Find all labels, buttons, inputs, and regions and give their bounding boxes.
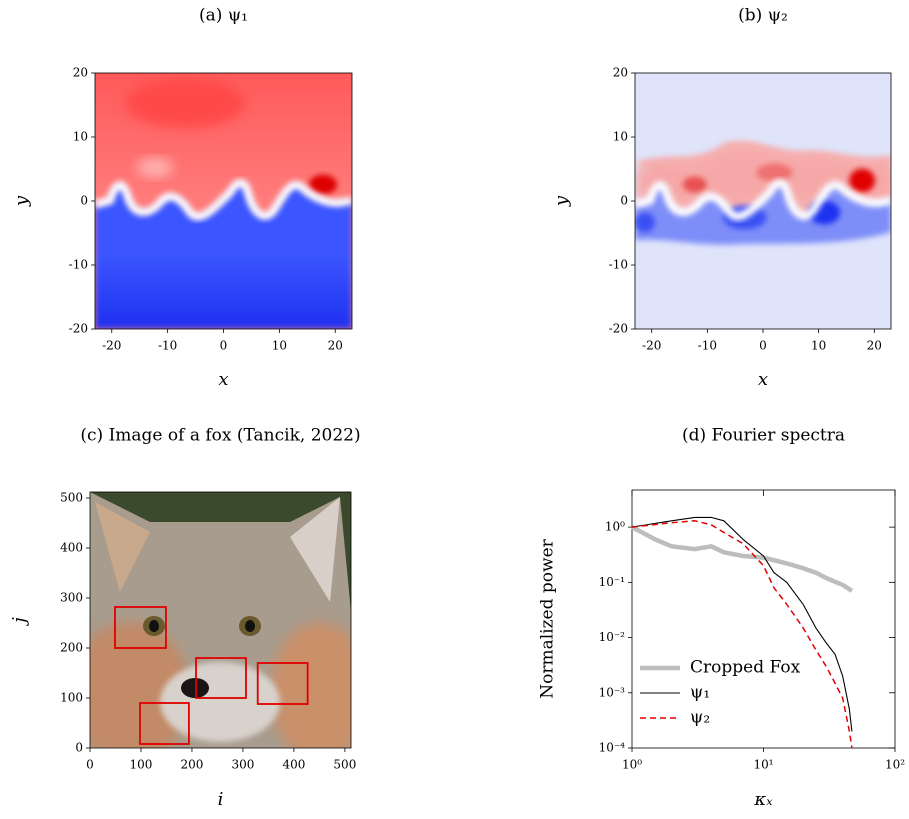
fox-ear (95, 502, 150, 592)
x-tick-label: -10 (698, 339, 717, 353)
panel-title: (c) Image of a fox (Tancik, 2022) (80, 426, 360, 446)
y-axis-label: y (11, 195, 32, 207)
y-tick-label: 20 (73, 66, 88, 80)
y-tick-label: -20 (609, 322, 628, 336)
x-tick-label: 200 (181, 758, 204, 772)
y-tick-label: 20 (613, 66, 628, 80)
y-axis-label: y (551, 195, 572, 207)
x-tick-label: 0 (86, 758, 94, 772)
series-line (630, 525, 854, 593)
x-tick-label: 300 (231, 758, 254, 772)
x-tick-label: 100 (130, 758, 153, 772)
panel-title: (b) ψ₂ (738, 6, 788, 26)
y-tick-label: 0 (80, 194, 88, 208)
field-spot (137, 157, 173, 178)
region-box (114, 606, 167, 649)
field-spot (635, 212, 655, 233)
fox-muzzle (160, 662, 280, 742)
y-tick-label: 0 (620, 194, 628, 208)
legend-label: ψ₂ (690, 708, 710, 728)
plot-frame (631, 489, 896, 749)
x-tick-label: -10 (158, 339, 177, 353)
fox-nose (181, 678, 209, 698)
region-box (256, 662, 309, 705)
y-tick-label: 10⁻¹ (599, 575, 625, 589)
region-box (139, 702, 190, 745)
y-axis-label: Normalized power (538, 538, 558, 698)
panel-title: (d) Fourier spectra (682, 426, 845, 446)
region-box (195, 657, 247, 699)
y-tick-label: 300 (60, 591, 83, 605)
field-spot (849, 168, 876, 193)
y-tick-label: -10 (69, 258, 88, 272)
fox-pupil (149, 620, 159, 632)
x-tick-label: 10¹ (753, 758, 773, 772)
panel-title: (a) ψ₁ (199, 6, 248, 26)
field (635, 73, 891, 329)
y-tick-label: 10 (613, 130, 628, 144)
field-low (95, 182, 352, 329)
field-spot (309, 174, 337, 195)
y-tick-label: 0 (75, 741, 83, 755)
y-tick-label: 10⁻³ (599, 685, 626, 699)
x-tick-label: 500 (333, 758, 356, 772)
x-axis-label: x (218, 369, 228, 390)
x-axis-label: x (758, 369, 768, 390)
field-spot (682, 176, 707, 193)
series-line (631, 520, 853, 749)
y-tick-label: 10⁻⁴ (599, 741, 626, 755)
y-tick-label: 100 (60, 691, 83, 705)
field-zero (95, 178, 352, 221)
y-tick-label: -20 (69, 322, 88, 336)
x-tick-label: 400 (282, 758, 305, 772)
x-tick-label: -20 (102, 339, 121, 353)
field-spot (756, 163, 793, 182)
x-tick-label: 20 (328, 339, 343, 353)
y-tick-label: 400 (60, 541, 83, 555)
x-tick-label: 20 (867, 339, 882, 353)
y-tick-label: 10 (73, 130, 88, 144)
field (95, 73, 352, 329)
fox-cheek (270, 622, 351, 748)
fox-pupil (245, 620, 255, 632)
y-tick-label: 500 (60, 491, 83, 505)
y-axis-label: j (9, 617, 30, 627)
x-tick-label: 10⁰ (622, 758, 642, 772)
x-tick-label: 10 (272, 339, 287, 353)
x-axis-label: i (218, 789, 224, 810)
field-spot (125, 77, 245, 128)
fox-ear (290, 497, 340, 602)
legend-label: Cropped Fox (690, 658, 801, 678)
series-line (631, 516, 853, 732)
y-tick-label: 200 (60, 641, 83, 655)
legend-label: ψ₁ (690, 683, 710, 703)
y-tick-label: 10⁰ (605, 520, 625, 534)
y-tick-label: -10 (609, 258, 628, 272)
x-tick-label: 0 (759, 339, 767, 353)
field-zero (635, 178, 891, 221)
plot-frame (89, 491, 352, 749)
x-tick-label: 10² (885, 758, 905, 772)
x-tick-label: -20 (642, 339, 661, 353)
x-tick-label: 10 (811, 339, 826, 353)
x-axis-label: κₓ (753, 789, 773, 810)
y-tick-label: 10⁻² (599, 630, 626, 644)
photo (90, 492, 351, 748)
x-tick-label: 0 (220, 339, 228, 353)
